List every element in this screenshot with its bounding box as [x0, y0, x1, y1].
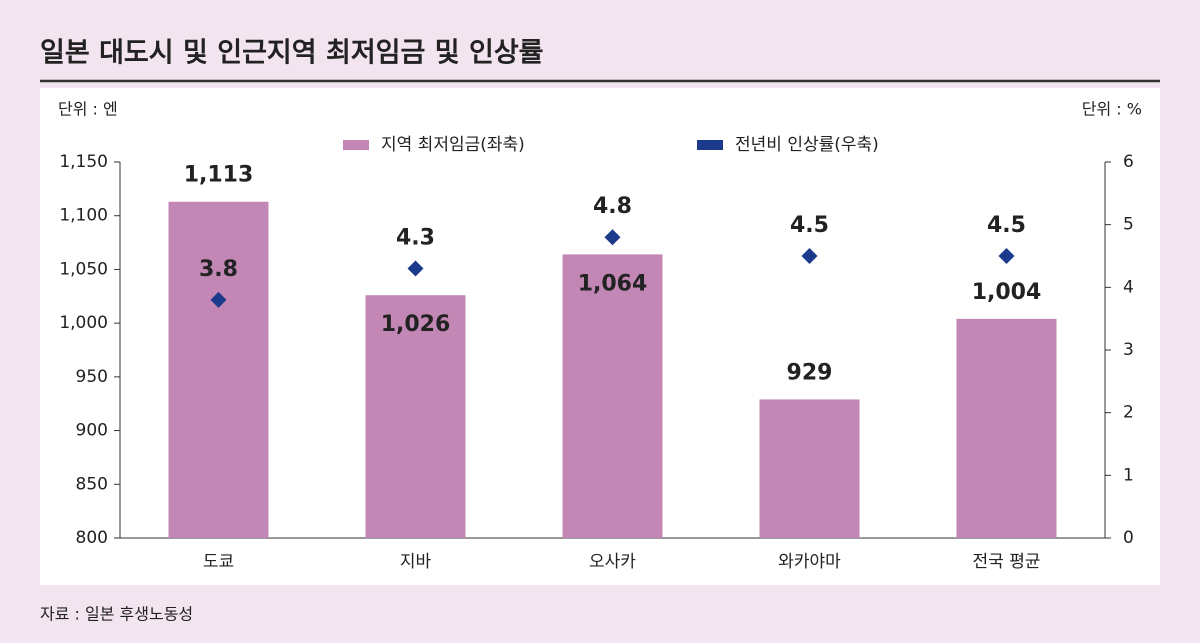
bar-value-label: 929: [787, 360, 833, 385]
y-tick-label: 1,050: [59, 259, 108, 279]
legend-swatch: [343, 140, 369, 150]
y-tick-label: 900: [76, 421, 108, 441]
y2-tick-label: 0: [1123, 528, 1134, 548]
y2-unit: 단위 : %: [1082, 100, 1142, 119]
marker: [998, 248, 1015, 264]
legend-label: 전년비 인상률(우축): [735, 135, 879, 155]
bar-value-label: 1,064: [578, 271, 648, 296]
y-tick-label: 1,100: [59, 206, 108, 226]
y2-tick-label: 1: [1123, 465, 1134, 485]
bar-value-label: 1,113: [184, 163, 254, 188]
chart-title: 일본 대도시 및 인근지역 최저임금 및 인상률: [40, 38, 544, 69]
x-tick-label: 지바: [400, 552, 432, 572]
bar: [365, 295, 466, 538]
source: 자료 : 일본 후생노동성: [40, 605, 193, 624]
y2-tick-label: 3: [1123, 340, 1134, 360]
legend-swatch: [697, 140, 723, 150]
point-value-label: 3.8: [199, 257, 238, 282]
bar: [956, 318, 1057, 538]
x-tick-label: 와카야마: [778, 552, 841, 572]
marker: [407, 260, 424, 277]
y-tick-label: 1,150: [59, 152, 108, 172]
y-unit: 단위 : 엔: [58, 100, 118, 119]
bar: [168, 201, 269, 538]
x-tick-label: 도쿄: [203, 552, 234, 572]
point-value-label: 4.8: [593, 194, 632, 219]
point-value-label: 4.5: [790, 213, 829, 238]
y2-tick-label: 5: [1123, 215, 1134, 235]
y-tick-label: 800: [76, 528, 108, 548]
y-tick-label: 850: [76, 474, 108, 494]
marker: [210, 291, 227, 308]
point-value-label: 4.3: [396, 226, 435, 251]
x-tick-label: 전국 평균: [973, 552, 1041, 572]
bar-value-label: 1,026: [381, 312, 451, 337]
bar: [562, 254, 663, 539]
legend-label: 지역 최저임금(좌축): [381, 135, 525, 155]
bar: [759, 399, 860, 538]
marker: [801, 248, 818, 264]
marker: [604, 229, 621, 246]
bar-value-label: 1,004: [972, 280, 1042, 305]
point-value-label: 4.5: [987, 213, 1026, 238]
y-tick-label: 950: [76, 367, 108, 387]
y2-tick-label: 6: [1123, 152, 1134, 172]
y2-tick-label: 4: [1123, 277, 1134, 297]
y2-tick-label: 2: [1123, 403, 1134, 423]
x-tick-label: 오사카: [589, 552, 636, 572]
y-tick-label: 1,000: [59, 313, 108, 333]
